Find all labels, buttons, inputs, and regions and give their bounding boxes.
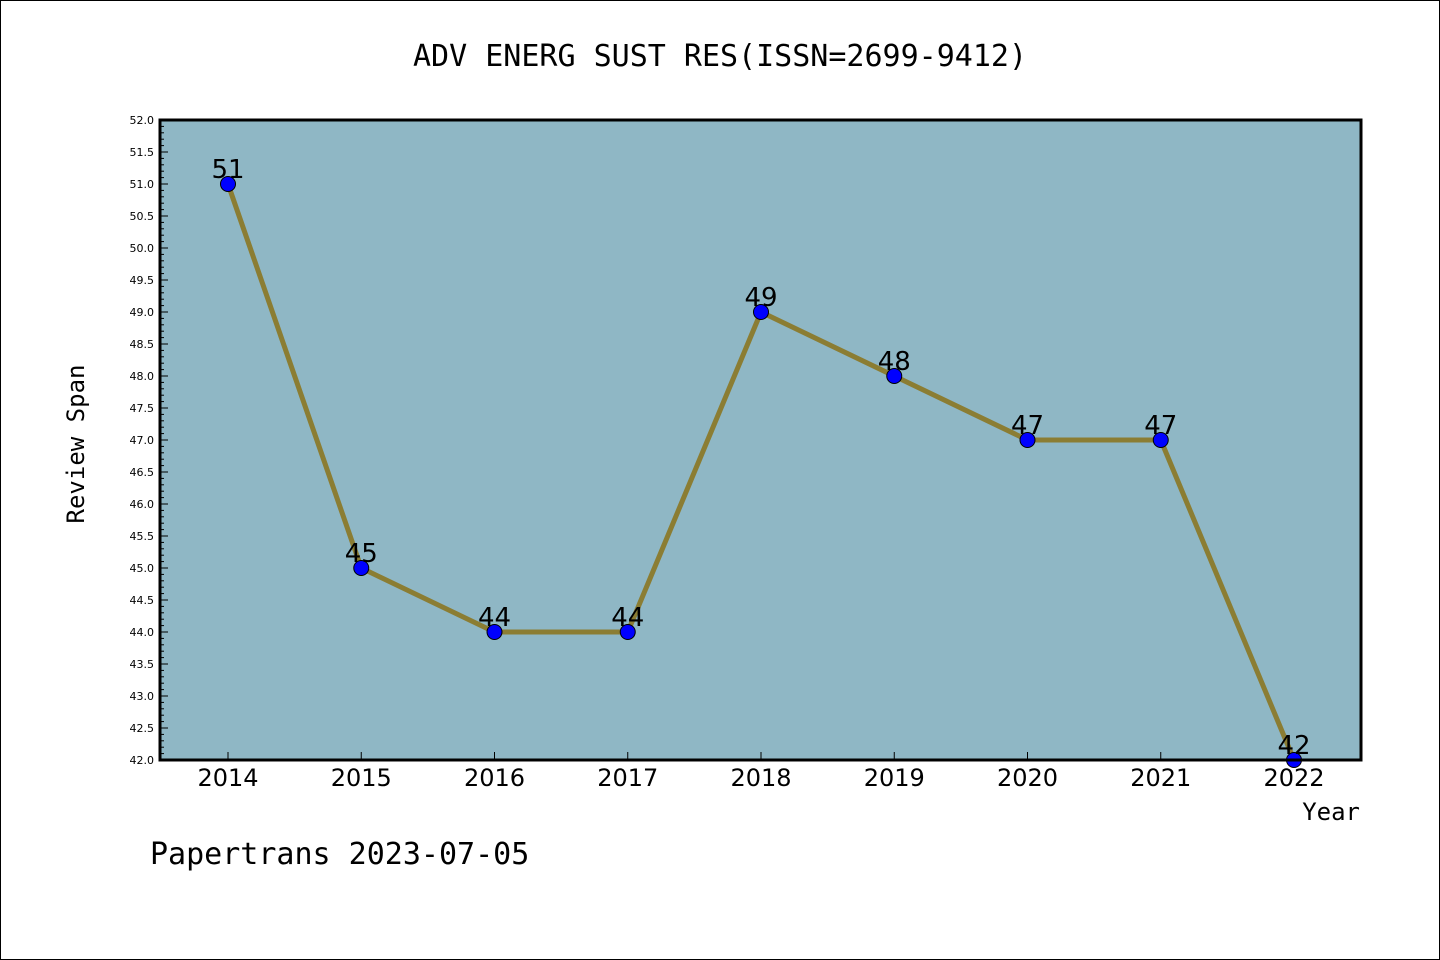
y-tick-label: 47.5 xyxy=(130,402,155,415)
data-label: 44 xyxy=(478,603,511,633)
y-tick-label: 44.5 xyxy=(130,594,155,607)
y-tick-label: 50.0 xyxy=(130,242,155,255)
chart-title: ADV ENERG SUST RES(ISSN=2699-9412) xyxy=(413,39,1027,74)
series-group: 51 45 44 44 49 48 47 47 42 xyxy=(211,155,1311,768)
y-tick-label: 52.0 xyxy=(130,114,155,127)
data-point xyxy=(1019,432,1036,448)
data-label: 51 xyxy=(211,155,244,185)
y-tick-label: 45.5 xyxy=(130,530,155,543)
y-tick-label: 46.0 xyxy=(130,498,155,511)
plot-border xyxy=(158,118,1363,762)
x-tick-label: 2022 xyxy=(1263,764,1324,792)
x-tick-label: 2015 xyxy=(331,764,392,792)
x-tick-label: 2014 xyxy=(197,764,258,792)
y-tick-label: 51.0 xyxy=(130,178,155,191)
y-tick-label: 43.0 xyxy=(130,690,155,703)
data-label: 48 xyxy=(878,347,911,377)
x-tick-label: 2021 xyxy=(1130,764,1191,792)
x-axis-label: Year xyxy=(1302,798,1360,826)
x-tick-label: 2016 xyxy=(464,764,525,792)
y-tick-label: 46.5 xyxy=(130,466,155,479)
data-label: 45 xyxy=(345,539,378,569)
x-tick-label: 2020 xyxy=(997,764,1058,792)
y-tick-label: 49.5 xyxy=(130,274,155,287)
data-point xyxy=(886,368,903,384)
data-point xyxy=(1152,432,1169,448)
data-point xyxy=(353,560,370,576)
data-label: 47 xyxy=(1144,411,1177,441)
y-tick-label: 48.0 xyxy=(130,370,155,383)
plot-area xyxy=(160,120,1361,760)
data-point xyxy=(753,304,769,320)
data-label: 47 xyxy=(1011,411,1044,441)
y-tick-label: 45.0 xyxy=(130,562,155,575)
data-point xyxy=(486,624,503,640)
footer-text: Papertrans 2023-07-05 xyxy=(150,837,529,872)
y-tick-label: 49.0 xyxy=(130,306,155,319)
x-tick-label: 2018 xyxy=(730,764,791,792)
data-label: 49 xyxy=(744,283,777,313)
y-tick-label: 42.0 xyxy=(130,754,155,767)
y-tick-label: 50.5 xyxy=(130,210,155,223)
x-tick-label: 2019 xyxy=(864,764,925,792)
y-tick-label: 47.0 xyxy=(130,434,155,447)
y-axis-label: Review Span xyxy=(62,365,90,524)
data-label: 42 xyxy=(1277,731,1310,761)
y-tick-label: 44.0 xyxy=(130,626,155,639)
y-tick-label: 48.5 xyxy=(130,338,155,351)
y-tick-label: 42.5 xyxy=(130,722,155,735)
data-point xyxy=(220,176,236,192)
data-label: 44 xyxy=(611,603,644,633)
x-tick-label: 2017 xyxy=(597,764,658,792)
data-point xyxy=(619,624,636,640)
x-axis: 2014 2015 2016 2017 2018 2019 2020 2021 2022 xyxy=(197,752,1325,792)
y-tick-label: 51.5 xyxy=(130,146,155,159)
y-tick-label: 43.5 xyxy=(130,658,155,671)
